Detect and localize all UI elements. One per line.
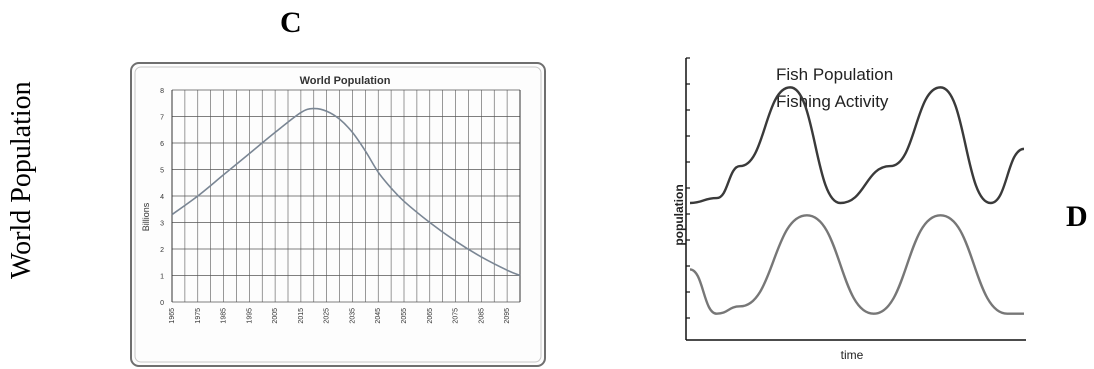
world-population-chart: World Population Billions 0 1 2 3 4 5 6 7 8 1965… xyxy=(130,62,546,367)
x-tick-label: 1975 xyxy=(195,308,202,324)
y-tick-label: 5 xyxy=(160,168,164,175)
chart-title: World Population xyxy=(300,75,391,87)
y-tick-label: 3 xyxy=(160,221,164,228)
x-tick-label: 1985 xyxy=(221,308,228,324)
fish-population-line xyxy=(689,86,1025,205)
panel-letter-c: C xyxy=(280,6,302,39)
x-tick-label: 2045 xyxy=(375,308,382,324)
x-tick-labels: 1965 1975 1985 1995 2005 2015 2025 2035 2045 2055… xyxy=(169,308,511,324)
side-label: World Population xyxy=(6,81,37,279)
y-tick-label: 7 xyxy=(160,115,164,122)
chart-inner-frame xyxy=(134,66,542,363)
population-line xyxy=(171,107,521,277)
x-axis-label: time xyxy=(841,348,864,362)
x-tick-label: 2075 xyxy=(453,308,460,324)
x-tick-label: 2015 xyxy=(298,308,305,324)
x-tick-label: 1965 xyxy=(169,308,176,324)
x-tick-label: 2055 xyxy=(401,308,408,324)
y-tick-label: 0 xyxy=(160,300,164,307)
x-tick-label: 2025 xyxy=(324,308,331,324)
x-tick-label: 2035 xyxy=(349,308,356,324)
y-axis-label: Billions xyxy=(141,202,151,231)
x-tick-label: 1995 xyxy=(246,308,253,324)
fish-population-chart: population time Fish Population Fishing … xyxy=(672,57,1026,362)
x-tick-label: 2065 xyxy=(427,308,434,324)
gridlines xyxy=(171,89,521,303)
chart-frame xyxy=(130,62,546,367)
y-tick-label: 1 xyxy=(160,274,164,281)
legend-fish-population: Fish Population xyxy=(776,65,893,84)
y-tick-label: 4 xyxy=(160,194,164,201)
fishing-activity-line xyxy=(689,214,1024,315)
y-axis-label: population xyxy=(672,184,686,245)
x-tick-label: 2095 xyxy=(504,308,511,324)
y-tick-label: 6 xyxy=(160,141,164,148)
x-tick-label: 2085 xyxy=(478,308,485,324)
y-tick-label: 8 xyxy=(160,88,164,95)
y-tick-label: 2 xyxy=(160,247,164,254)
y-tick-labels: 0 1 2 3 4 5 6 7 8 xyxy=(160,88,164,307)
y-axis-ticks xyxy=(686,57,690,319)
x-tick-label: 2005 xyxy=(272,308,279,324)
panel-letter-d: D xyxy=(1066,200,1088,233)
legend-fishing-activity: Fishing Activity xyxy=(776,92,889,111)
